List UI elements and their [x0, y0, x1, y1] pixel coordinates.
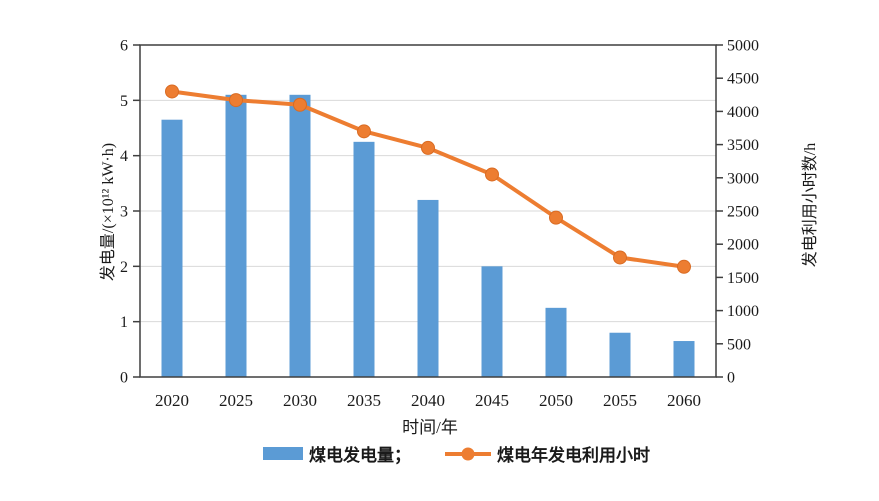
bar-2060 [673, 341, 695, 377]
left-tick-label: 3 [120, 204, 128, 221]
bar-2050 [545, 307, 567, 377]
x-axis-title: 时间/年 [402, 418, 458, 437]
right-tick-label: 4500 [727, 71, 759, 88]
left-tick-label: 5 [120, 93, 128, 110]
marker-2035 [357, 124, 371, 139]
x-tick-label: 2040 [411, 391, 445, 410]
right-tick-label: 3000 [727, 170, 759, 187]
x-tick-label: 2025 [219, 391, 253, 410]
right-tick-label: 5000 [727, 38, 759, 55]
bar-2020 [161, 119, 183, 377]
legend-bar-label: 煤电发电量； [309, 446, 411, 465]
x-tick-label: 2050 [539, 391, 573, 410]
right-tick-label: 0 [727, 370, 735, 387]
legend: 煤电发电量； 煤电年发电利用小时 [17, 441, 879, 466]
right-tick-label: 3500 [727, 137, 759, 154]
x-tick-label: 2060 [667, 391, 701, 410]
legend-line-swatch-icon [445, 447, 491, 460]
bar-2035 [353, 141, 375, 377]
legend-line-label: 煤电年发电利用小时 [497, 446, 650, 465]
marker-2055 [613, 250, 627, 265]
bar-2055 [609, 332, 631, 377]
right-tick-label: 1000 [727, 303, 759, 320]
right-tick-label: 500 [727, 336, 751, 353]
marker-2060 [677, 259, 691, 274]
legend-line-marker-icon [461, 447, 475, 460]
bar-2045 [481, 266, 503, 377]
marker-2040 [421, 140, 435, 155]
x-tick-label: 2030 [283, 391, 317, 410]
left-tick-label: 1 [120, 314, 128, 331]
right-tick-label: 4000 [727, 104, 759, 121]
right-tick-label: 1500 [727, 270, 759, 287]
bar-2040 [417, 199, 439, 377]
right-tick-label: 2000 [727, 237, 759, 254]
left-tick-label: 6 [120, 38, 128, 55]
bar-2025 [225, 94, 247, 378]
marker-2030 [293, 97, 307, 112]
x-tick-label: 2035 [347, 391, 381, 410]
marker-2050 [549, 210, 563, 225]
left-tick-label: 2 [120, 259, 128, 276]
left-tick-label: 4 [120, 148, 128, 165]
x-tick-label: 2045 [475, 391, 509, 410]
left-tick-label: 0 [120, 370, 128, 387]
legend-bar-swatch-icon [263, 447, 303, 460]
marker-2020 [165, 84, 179, 99]
marker-2045 [485, 167, 499, 182]
x-tick-label: 2055 [603, 391, 637, 410]
plot-svg: 0 1 2 3 4 5 6 0 500 1000 1500 2000 2500 3000 3500 4000 4… [120, 38, 759, 411]
left-axis-title: 发电量/(×10¹² kW·h) [100, 142, 117, 282]
marker-2025 [229, 93, 243, 108]
x-tick-label: 2020 [155, 391, 189, 410]
right-axis-title: 发电利用小时数/h [802, 142, 819, 268]
right-tick-label: 2500 [727, 204, 759, 221]
bar-2030 [289, 94, 311, 378]
